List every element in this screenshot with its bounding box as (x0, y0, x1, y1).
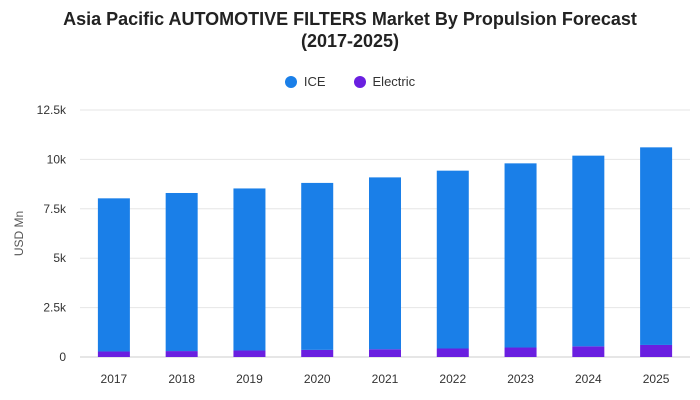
bar-ice-2023[interactable] (504, 163, 537, 348)
bar-electric-2017[interactable] (97, 351, 130, 357)
bar-electric-2024[interactable] (572, 346, 605, 357)
legend-item-ice[interactable]: ICE (284, 74, 326, 89)
y-tick-label: 2.5k (43, 301, 67, 315)
chart-title-line-1: Asia Pacific AUTOMOTIVE FILTERS Market B… (63, 9, 637, 29)
bar-electric-2020[interactable] (301, 349, 334, 357)
y-tick-label: 5k (53, 251, 67, 265)
y-tick-label: 10k (47, 152, 67, 166)
legend-label-ice: ICE (303, 74, 326, 89)
legend-swatch-ice (284, 75, 297, 88)
bar-ice-2025[interactable] (640, 147, 673, 345)
x-tick-label: 2020 (304, 372, 331, 386)
bar-ice-2018[interactable] (165, 192, 198, 352)
bar-electric-2022[interactable] (436, 348, 469, 357)
x-tick-label: 2021 (372, 372, 399, 386)
x-tick-label: 2018 (168, 372, 195, 386)
x-tick-label: 2023 (507, 372, 534, 386)
x-tick-label: 2024 (575, 372, 602, 386)
y-axis-label: USD Mn (12, 211, 26, 256)
axis-layer: 0 2.5k 5k 7.5k 10k 12.5k USD Mn 2017 2018 2019 202… (12, 103, 670, 386)
chart-title: Asia Pacific AUTOMOTIVE FILTERS Market B… (0, 8, 700, 52)
bar-ice-2022[interactable] (436, 170, 469, 349)
bar-electric-2018[interactable] (165, 351, 198, 357)
y-tick-label: 7.5k (43, 202, 67, 216)
bar-electric-2025[interactable] (640, 344, 673, 357)
chart-legend: ICE Electric (0, 74, 700, 89)
legend-swatch-electric (353, 75, 366, 88)
x-tick-label: 2022 (439, 372, 466, 386)
bars-layer (97, 147, 673, 357)
x-tick-label: 2025 (643, 372, 670, 386)
bar-ice-2024[interactable] (572, 155, 605, 347)
y-tick-label: 0 (59, 350, 66, 364)
bar-ice-2019[interactable] (233, 188, 266, 351)
bar-ice-2021[interactable] (369, 177, 401, 350)
bar-ice-2020[interactable] (301, 182, 334, 350)
bar-electric-2019[interactable] (233, 350, 266, 357)
legend-label-electric: Electric (372, 74, 416, 89)
x-tick-label: 2017 (101, 372, 128, 386)
bar-electric-2023[interactable] (504, 347, 537, 357)
chart-title-line-2: (2017-2025) (300, 31, 400, 51)
bar-ice-2017[interactable] (97, 198, 130, 352)
bar-electric-2021[interactable] (369, 349, 401, 357)
y-tick-label: 12.5k (37, 103, 67, 117)
legend-item-electric[interactable]: Electric (353, 74, 416, 89)
x-tick-label: 2019 (236, 372, 263, 386)
